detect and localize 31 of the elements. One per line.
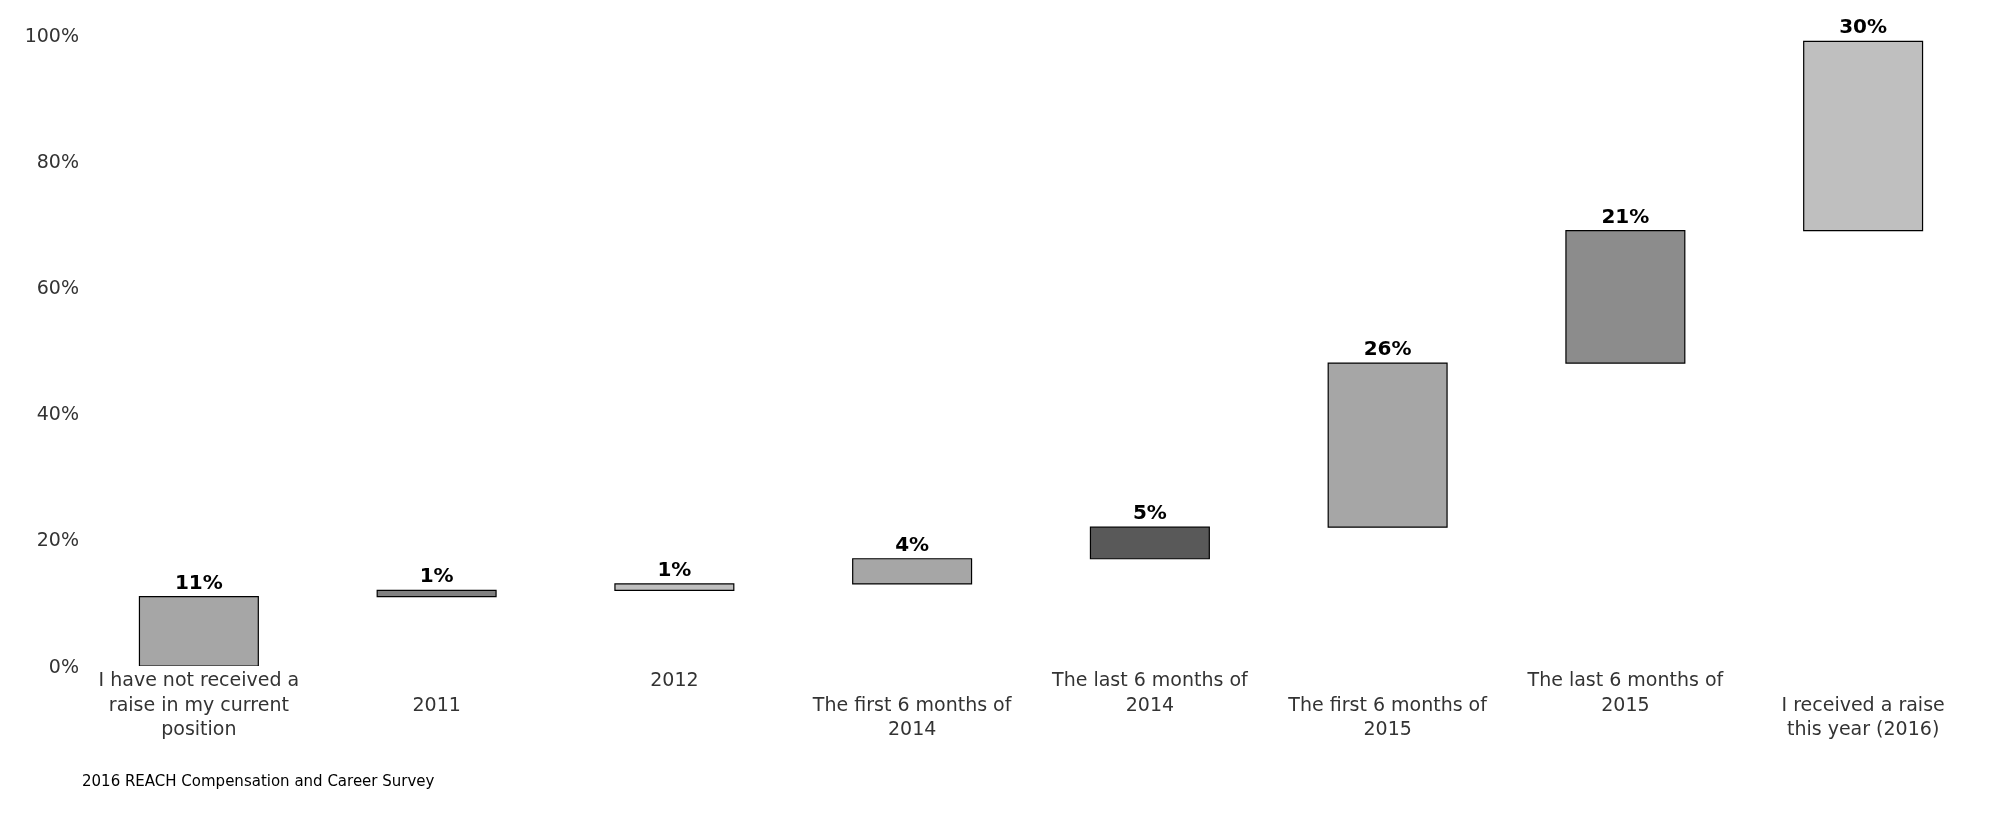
y-tick-label: 60% xyxy=(36,276,79,299)
text: 2016 REACH Compensation and Career Survey xyxy=(82,772,435,790)
x-tick-label: The first 6 months of 2014 xyxy=(811,692,1013,740)
data-label: 1% xyxy=(657,556,692,581)
y-tick-label: 20% xyxy=(36,528,79,551)
y-tick-label: 40% xyxy=(36,402,79,425)
data-label: 5% xyxy=(1132,500,1167,525)
bar xyxy=(1327,362,1448,528)
bar xyxy=(1089,526,1210,560)
bar xyxy=(1565,230,1686,364)
x-tick-label: I have not received a raise in my current position xyxy=(98,668,300,740)
x-tick-label: The first 6 months of 2015 xyxy=(1287,692,1489,740)
y-tick-label: 100% xyxy=(24,23,79,46)
bar xyxy=(376,589,497,598)
data-label: 1% xyxy=(419,563,454,588)
data-label: 30% xyxy=(1839,14,1888,39)
data-label: 26% xyxy=(1363,336,1412,361)
bar xyxy=(852,558,973,585)
y-tick-label: 0% xyxy=(48,654,79,677)
bar xyxy=(1803,40,1924,232)
x-tick-label: The last 6 months of 2014 xyxy=(1051,668,1250,715)
data-label: 21% xyxy=(1601,203,1650,228)
x-tick-label: 2012 xyxy=(650,668,699,690)
bar xyxy=(138,595,259,666)
x-tick-label: The last 6 months of 2015 xyxy=(1526,668,1725,715)
x-tick-label: I received a raise this year (2016) xyxy=(1781,692,1945,740)
data-label: 4% xyxy=(895,531,930,556)
data-label: 11% xyxy=(174,569,223,594)
y-tick-label: 80% xyxy=(36,149,79,172)
bar xyxy=(614,583,735,591)
x-tick-label: 2011 xyxy=(412,692,461,715)
